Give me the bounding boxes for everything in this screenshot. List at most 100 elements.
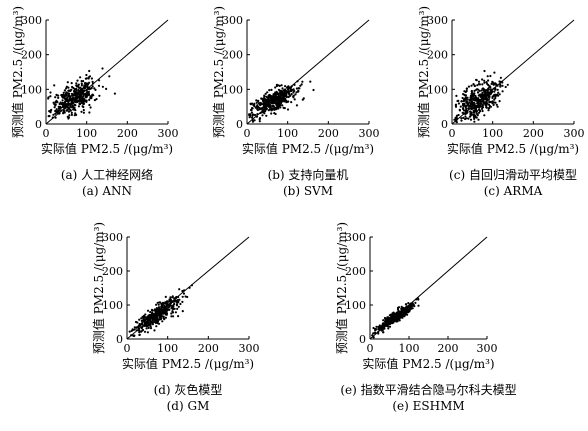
scatter-point (156, 316, 159, 319)
scatter-point (140, 326, 143, 330)
scatter-point (259, 107, 262, 110)
scatter-point (261, 114, 264, 117)
scatter-point (168, 304, 171, 307)
scatter-point (64, 106, 67, 109)
panel-caption: (e) 指数平滑结合隐马尔科夫模型 (340, 382, 516, 397)
scatter-point (90, 87, 93, 90)
y-axis-title: 预测值 PM2.5 /(μg/m³) (416, 6, 431, 138)
scatter-point (487, 109, 490, 112)
scatter-point (76, 100, 79, 103)
scatter-point (57, 94, 60, 97)
scatter-point (74, 109, 77, 112)
scatter-point (312, 88, 315, 92)
scatter-point (101, 85, 104, 88)
scatter-point (483, 79, 486, 82)
scatter-point (481, 100, 484, 103)
scatter-point (168, 308, 171, 311)
scatter-point (296, 80, 299, 83)
scatter-point (493, 90, 496, 93)
scatter-point (492, 94, 495, 98)
scatter-point (499, 76, 502, 79)
scatter-point (481, 109, 484, 113)
scatter-point (183, 289, 186, 292)
scatter-point (460, 119, 463, 122)
scatter-point (463, 97, 466, 100)
scatter-point (290, 101, 293, 104)
scatter-point (469, 118, 473, 121)
scatter-point (485, 88, 488, 92)
scatter-point (87, 77, 90, 80)
scatter-point (82, 97, 85, 100)
scatter-point (263, 94, 266, 97)
y-tick-label: 200 (102, 265, 123, 278)
scatter-point (268, 94, 271, 97)
scatter-point (113, 92, 116, 95)
scatter-point (73, 90, 76, 94)
scatter-point (74, 112, 77, 115)
scatter-point (481, 93, 484, 96)
scatter-point (272, 93, 275, 96)
scatter-point (292, 96, 295, 99)
scatter-point (275, 107, 278, 110)
scatter-point (456, 99, 459, 103)
scatter-point (258, 120, 261, 123)
scatter-point (463, 93, 466, 96)
x-tick-label: 0 (367, 342, 374, 355)
scatter-point (155, 303, 158, 306)
scatter-point (382, 331, 385, 334)
scatter-point (88, 88, 91, 91)
scatter-point (487, 79, 490, 82)
scatter-point (80, 80, 83, 83)
scatter-point (268, 89, 271, 92)
scatter-point (488, 86, 491, 89)
scatter-point (302, 97, 305, 100)
x-tick-label: 0 (43, 127, 50, 140)
scatter-point (63, 111, 66, 114)
scatter-point (82, 95, 85, 98)
y-tick-label: 0 (359, 333, 366, 346)
scatter-point (54, 112, 57, 115)
scatter-point (286, 108, 290, 111)
scatter-point (68, 92, 71, 95)
scatter-point (84, 86, 87, 90)
scatter-point (486, 99, 489, 102)
scatter-point (470, 100, 473, 103)
scatter-point (154, 317, 157, 320)
scatter-point (170, 312, 173, 315)
scatter-point (98, 94, 101, 97)
scatter-point (69, 95, 72, 98)
scatter-point (478, 89, 481, 92)
scatter-point (49, 91, 52, 94)
scatter-point (284, 99, 287, 102)
scatter-point (74, 94, 77, 97)
scatter-point (454, 105, 458, 108)
scatter-point (483, 81, 486, 84)
x-tick-label: 300 (564, 127, 585, 140)
scatter-point (385, 317, 389, 320)
scatter-point (465, 107, 468, 110)
scatter-point (182, 292, 186, 295)
scatter-point (108, 75, 111, 78)
scatter-point (504, 85, 507, 89)
scatter-point (160, 317, 163, 320)
scatter-point (173, 297, 176, 300)
scatter-point (501, 84, 504, 87)
scatter-point (470, 84, 473, 87)
y-tick-label: 100 (21, 83, 42, 96)
scatter-point (470, 108, 473, 111)
scatter-point (88, 103, 91, 107)
scatter-point (140, 319, 143, 322)
x-tick-label: 100 (277, 127, 298, 140)
scatter-point (162, 309, 165, 312)
scatter-point (151, 319, 154, 322)
scatter-point (485, 91, 488, 94)
scatter-point (474, 107, 478, 110)
scatter-point (473, 117, 476, 120)
scatter-point (378, 324, 381, 327)
scatter-point (267, 99, 270, 102)
scatter-point (178, 298, 181, 301)
scatter-point (275, 101, 278, 104)
scatter-point (138, 333, 141, 336)
